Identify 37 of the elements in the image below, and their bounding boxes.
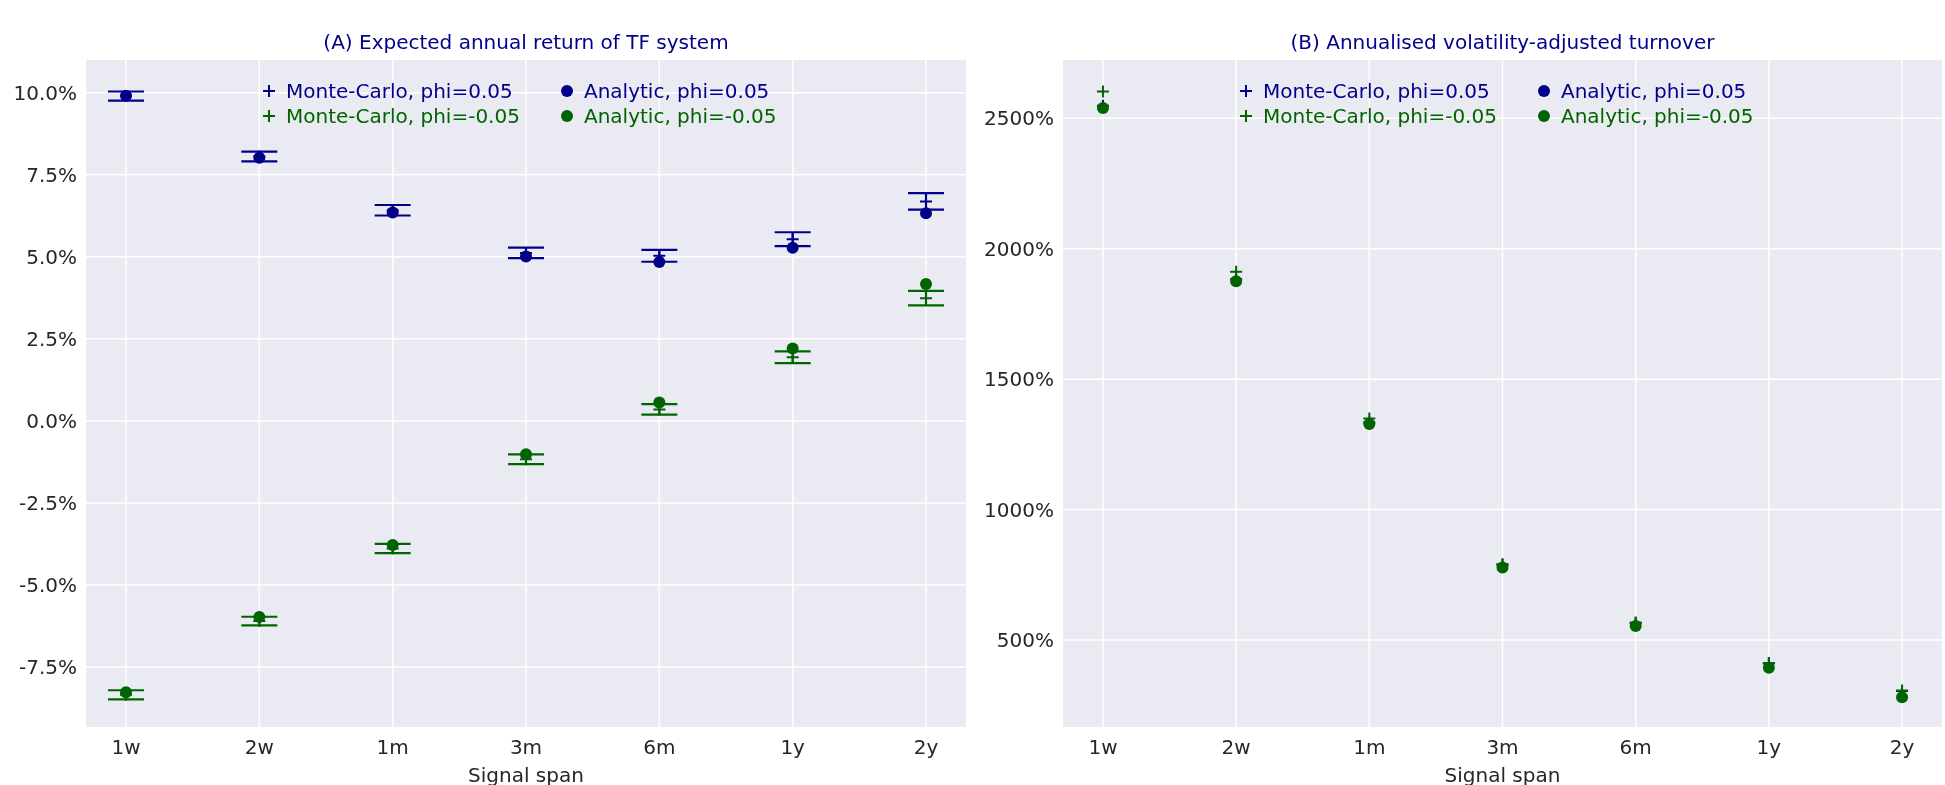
y-tick-label: 10.0%: [13, 80, 77, 105]
y-tick-label: 1000%: [984, 497, 1054, 522]
legend-label: Monte-Carlo, phi=-0.05: [1263, 104, 1497, 128]
legend-label: Analytic, phi=0.05: [584, 79, 770, 103]
x-tick-label: 1m: [376, 735, 409, 759]
x-tick-label: 2w: [1221, 735, 1251, 759]
y-tick-label: -2.5%: [18, 490, 77, 515]
y-tick-label: 2500%: [984, 106, 1054, 131]
y-tick-label: 5.0%: [26, 244, 77, 269]
x-tick-label: 3m: [509, 735, 543, 759]
y-tick-label: 0.0%: [26, 408, 77, 433]
y-tick-label: 7.5%: [26, 162, 77, 187]
y-tick-label: -5.0%: [18, 572, 77, 597]
x-tick-label: 1w: [111, 735, 141, 759]
chart-title: (A) Expected annual return of TF system: [323, 30, 729, 54]
x-tick-label: 2y: [913, 735, 939, 759]
x-tick-label: 1w: [1088, 735, 1118, 759]
y-tick-label: 500%: [996, 628, 1054, 653]
x-tick-label: 1y: [1756, 735, 1782, 759]
legend-label: Analytic, phi=-0.05: [584, 104, 777, 128]
x-tick-label: 3m: [1486, 735, 1519, 759]
y-tick-label: -7.5%: [18, 654, 77, 679]
legend-label: Analytic, phi=0.05: [1561, 79, 1747, 103]
chart-title: (B) Annualised volatility-adjusted turnover: [1290, 30, 1716, 54]
legend-label: Monte-Carlo, phi=0.05: [1263, 79, 1490, 103]
x-tick-label: 2w: [244, 735, 274, 759]
x-tick-label: 1m: [1353, 735, 1386, 759]
legend-label: Analytic, phi=-0.05: [1561, 104, 1754, 128]
legend-label: Monte-Carlo, phi=0.05: [286, 79, 513, 103]
y-tick-label: 2.5%: [26, 326, 77, 351]
x-tick-label: 6m: [1619, 735, 1652, 759]
x-tick-label: 6m: [643, 735, 676, 759]
y-tick-label: 1500%: [984, 367, 1054, 392]
legend-label: Monte-Carlo, phi=-0.05: [286, 104, 520, 128]
x-tick-label: 2y: [1889, 735, 1915, 759]
y-tick-label: 2000%: [984, 236, 1054, 261]
x-tick-label: 1y: [780, 735, 806, 759]
